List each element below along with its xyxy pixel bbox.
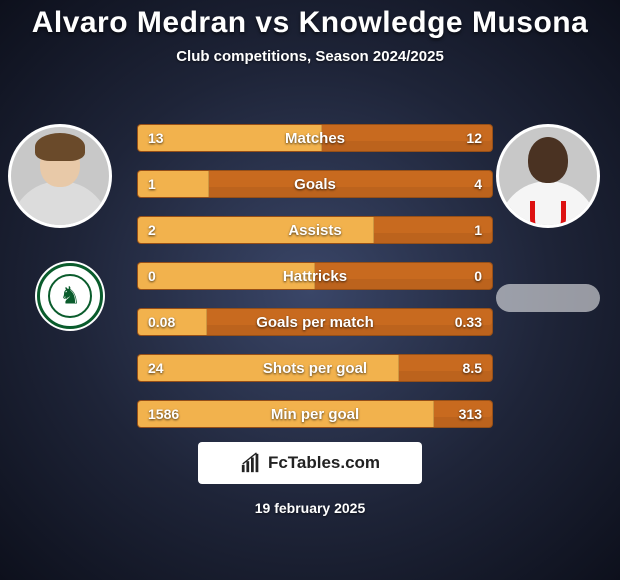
subtitle: Club competitions, Season 2024/2025 [0,48,620,65]
stat-bar-left-fill [138,125,322,151]
player-right-avatar [496,124,600,228]
player-right-club-placeholder [496,284,600,312]
stat-value-right: 4 [464,171,492,197]
stat-row: 14Goals [137,170,493,198]
stats-bars: 1312Matches 14Goals 21Assists 00Hattricks 0.… [137,124,493,446]
stat-row: 0.080.33Goals per match [137,308,493,336]
branding-chart-icon [240,452,262,474]
stat-value-right: 8.5 [453,355,492,381]
stat-row: 1586313Min per goal [137,400,493,428]
branding-badge: FcTables.com [198,442,422,484]
stat-value-right: 0.33 [445,309,492,335]
club-horse-icon: ♞ [59,282,81,311]
comparison-card: Alvaro Medran vs Knowledge Musona Club c… [0,0,620,580]
stat-value-right: 313 [449,401,492,427]
stat-row: 1312Matches [137,124,493,152]
stat-bar-left-fill [138,171,209,197]
page-title: Alvaro Medran vs Knowledge Musona [0,6,620,40]
stat-row: 00Hattricks [137,262,493,290]
stat-value-right: 12 [456,125,492,151]
branding-text: FcTables.com [268,453,380,473]
stat-bar-left-fill [138,355,399,381]
stat-bar-left-fill [138,217,374,243]
stat-bar-left-fill [138,401,434,427]
stat-value-right: 0 [464,263,492,289]
player-left-avatar [8,124,112,228]
stat-bar-left-fill [138,263,315,289]
stat-value-right: 1 [464,217,492,243]
stat-row: 248.5Shots per goal [137,354,493,382]
stat-row: 21Assists [137,216,493,244]
player-left-club-badge: ♞ [18,266,122,326]
date-label: 19 february 2025 [0,500,620,516]
stat-bar-left-fill [138,309,207,335]
